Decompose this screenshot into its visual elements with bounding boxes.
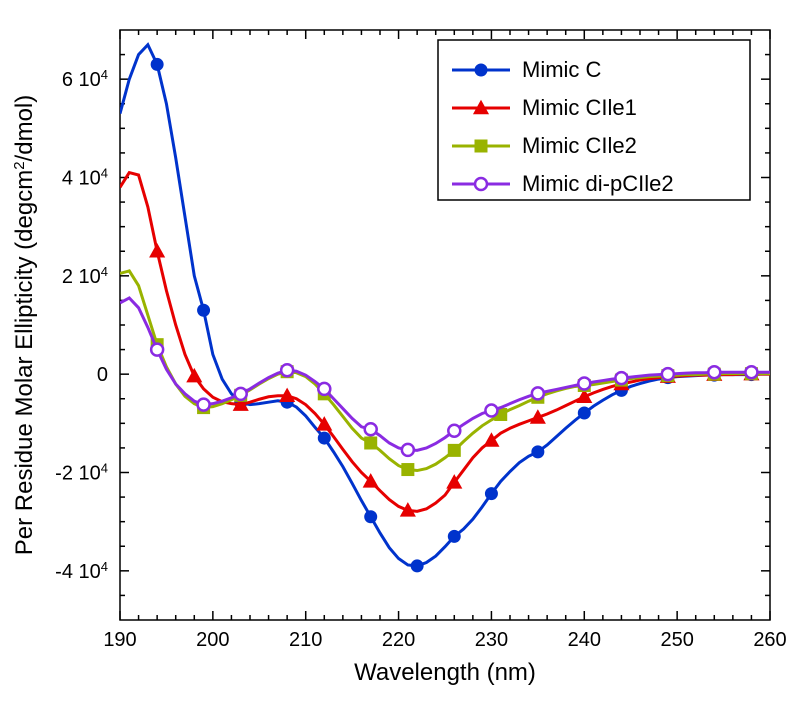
x-axis-title: Wavelength (nm) [354,659,536,686]
cd-spectrum-chart: 190 200 210 220 230 240 250 260 -4 104 -2 104 0 2 1… [0,0,800,714]
x-tick-label: 220 [382,629,415,651]
x-tick-label: 240 [568,629,601,651]
y-tick-label: -2 104 [55,461,108,485]
series-mimic-cile1 [120,173,770,512]
legend-label: Mimic CIle2 [522,133,637,158]
y-tick-label: 6 104 [62,67,108,91]
legend-label: Mimic di-pCIle2 [522,171,674,196]
y-axis-title: Per Residue Molar Ellipticity (degcm2/dm… [11,95,38,556]
legend-label: Mimic CIle1 [522,95,637,120]
x-tick-label: 210 [289,629,322,651]
y-tick-label: 2 104 [62,264,108,288]
x-tick-label: 250 [660,629,693,651]
x-tick-label: 200 [196,629,229,651]
y-tick-label: 0 [97,364,108,386]
x-tick-label: 190 [103,629,136,651]
x-tick-label: 260 [753,629,786,651]
y-tick-label: 4 104 [62,166,108,190]
chart-svg: 190 200 210 220 230 240 250 260 -4 104 -2 104 0 2 1… [0,0,800,714]
x-tick-label: 230 [475,629,508,651]
y-tick-label: -4 104 [55,559,108,583]
legend-label: Mimic C [522,57,602,82]
